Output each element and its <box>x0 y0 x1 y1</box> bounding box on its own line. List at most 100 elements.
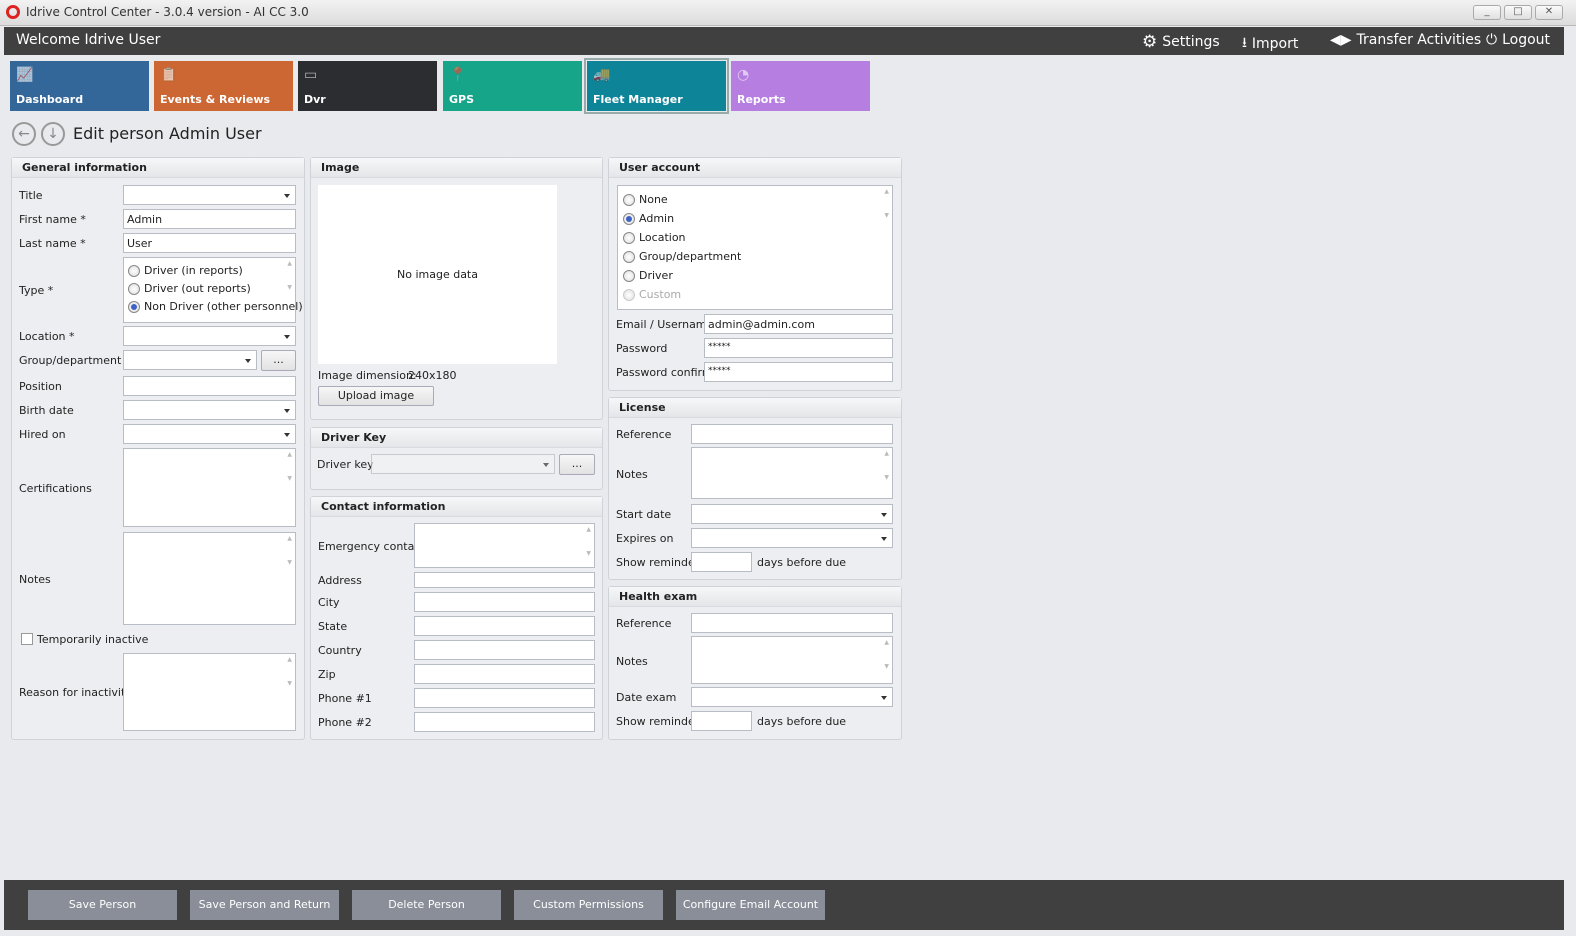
type-radio-driver-out[interactable]: Driver (out reports) <box>128 282 251 295</box>
tile-gps[interactable]: 📍 GPS <box>443 61 582 111</box>
panel-heading: Image <box>311 158 602 178</box>
panel-heading: Driver Key <box>311 428 602 448</box>
app-logo-icon <box>6 5 20 19</box>
tile-label: Dashboard <box>16 93 84 106</box>
email-input[interactable]: admin@admin.com <box>704 314 893 334</box>
driver-key-browse-button[interactable]: ... <box>559 454 595 475</box>
password-confirm-label: Password confirm <box>616 366 713 379</box>
health-notes-label: Notes <box>616 655 648 668</box>
last-name-label: Last name * <box>19 237 86 250</box>
zip-input[interactable] <box>414 664 595 684</box>
settings-button[interactable]: ⚙ Settings <box>1142 32 1220 52</box>
role-radio-none[interactable]: None <box>623 193 668 206</box>
phone2-input[interactable] <box>414 712 595 732</box>
panel-heading: General information <box>12 158 304 178</box>
tile-fleet-manager[interactable]: 🚚 Fleet Manager <box>584 58 729 114</box>
phone2-label: Phone #2 <box>318 716 372 729</box>
group-browse-button[interactable]: ... <box>261 350 296 371</box>
license-reference-input[interactable] <box>691 424 893 444</box>
role-radio-driver[interactable]: Driver <box>623 269 673 282</box>
health-reference-input[interactable] <box>691 613 893 633</box>
settings-label: Settings <box>1162 34 1220 50</box>
title-label: Title <box>19 189 43 202</box>
hired-on-label: Hired on <box>19 428 66 441</box>
license-reminder-input[interactable] <box>691 552 752 572</box>
role-radio-location[interactable]: Location <box>623 231 686 244</box>
delete-person-button[interactable]: Delete Person <box>352 890 501 920</box>
tile-events-reviews[interactable]: 📋 Events & Reviews <box>154 61 293 111</box>
license-reference-label: Reference <box>616 428 672 441</box>
password-input[interactable]: ***** <box>704 338 893 358</box>
type-label: Type * <box>19 284 54 297</box>
city-label: City <box>318 596 340 609</box>
tile-dashboard[interactable]: 📈 Dashboard <box>10 61 149 111</box>
first-name-input[interactable]: Admin <box>123 209 296 229</box>
configure-email-button[interactable]: Configure Email Account <box>676 890 825 920</box>
address-label: Address <box>318 574 362 587</box>
close-button[interactable]: ✕ <box>1535 5 1563 20</box>
birth-date-picker[interactable] <box>123 400 296 420</box>
location-dropdown[interactable] <box>123 326 296 346</box>
driver-key-label: Driver key <box>317 458 374 471</box>
password-confirm-input[interactable]: ***** <box>704 362 893 382</box>
state-input[interactable] <box>414 616 595 636</box>
image-preview: No image data <box>318 185 557 364</box>
start-date-picker[interactable] <box>691 504 893 524</box>
transfer-label: Transfer Activities <box>1356 32 1482 48</box>
position-label: Position <box>19 380 62 393</box>
tile-label: Reports <box>737 93 786 106</box>
health-notes-textarea[interactable] <box>691 636 893 684</box>
first-name-label: First name * <box>19 213 86 226</box>
certifications-textarea[interactable] <box>123 448 296 527</box>
type-radio-non-driver[interactable]: Non Driver (other personnel) <box>128 300 303 313</box>
date-exam-label: Date exam <box>616 691 677 704</box>
app-header: Welcome Idrive User ⚙ Settings ⭳ Import ◀▶… <box>4 27 1564 55</box>
address-input[interactable] <box>414 572 595 588</box>
phone1-input[interactable] <box>414 688 595 708</box>
tile-dvr[interactable]: ▭ Dvr <box>298 61 437 111</box>
save-person-button[interactable]: Save Person <box>28 890 177 920</box>
type-radio-group <box>123 257 296 323</box>
group-dropdown[interactable] <box>123 350 257 370</box>
tile-reports[interactable]: ◔ Reports <box>731 61 870 111</box>
notes-textarea[interactable] <box>123 532 296 625</box>
reason-textarea[interactable] <box>123 653 296 731</box>
logout-button[interactable]: ⏻ Logout <box>1486 32 1550 48</box>
upload-image-button[interactable]: Upload image <box>318 386 434 406</box>
custom-permissions-button[interactable]: Custom Permissions <box>514 890 663 920</box>
reason-label: Reason for inactivity <box>19 686 132 699</box>
title-dropdown[interactable] <box>123 185 296 205</box>
city-input[interactable] <box>414 592 595 612</box>
state-label: State <box>318 620 348 633</box>
maximize-button[interactable]: □ <box>1504 5 1532 20</box>
back-arrow-icon[interactable]: ← <box>12 122 36 146</box>
emergency-contact-textarea[interactable] <box>414 523 595 568</box>
role-radio-group[interactable]: Group/department <box>623 250 741 263</box>
type-radio-driver-in[interactable]: Driver (in reports) <box>128 264 243 277</box>
save-person-return-button[interactable]: Save Person and Return <box>190 890 339 920</box>
image-dimension-label: Image dimension: <box>318 369 417 382</box>
start-date-label: Start date <box>616 508 672 521</box>
expires-on-picker[interactable] <box>691 528 893 548</box>
page-title: Edit person Admin User <box>73 124 262 143</box>
panel-heading: License <box>609 398 901 418</box>
import-button[interactable]: ⭳ Import <box>1242 32 1298 56</box>
date-exam-picker[interactable] <box>691 687 893 707</box>
hired-on-picker[interactable] <box>123 424 296 444</box>
down-arrow-icon[interactable]: ↓ <box>41 122 65 146</box>
country-input[interactable] <box>414 640 595 660</box>
panel-heading: User account <box>609 158 901 178</box>
driver-key-dropdown[interactable] <box>371 454 555 474</box>
health-days-label: days before due <box>757 715 847 728</box>
role-radio-custom: Custom <box>623 288 681 301</box>
temporarily-inactive-checkbox[interactable] <box>21 633 33 645</box>
health-reminder-input[interactable] <box>691 711 752 731</box>
tile-label: GPS <box>449 93 475 106</box>
position-input[interactable] <box>123 376 296 396</box>
last-name-input[interactable]: User <box>123 233 296 253</box>
license-notes-textarea[interactable] <box>691 447 893 499</box>
minimize-button[interactable]: _ <box>1473 5 1501 20</box>
panel-heading: Health exam <box>609 587 901 607</box>
role-radio-admin[interactable]: Admin <box>623 212 674 225</box>
transfer-activities-button[interactable]: ◀▶ Transfer Activities <box>1330 32 1481 48</box>
